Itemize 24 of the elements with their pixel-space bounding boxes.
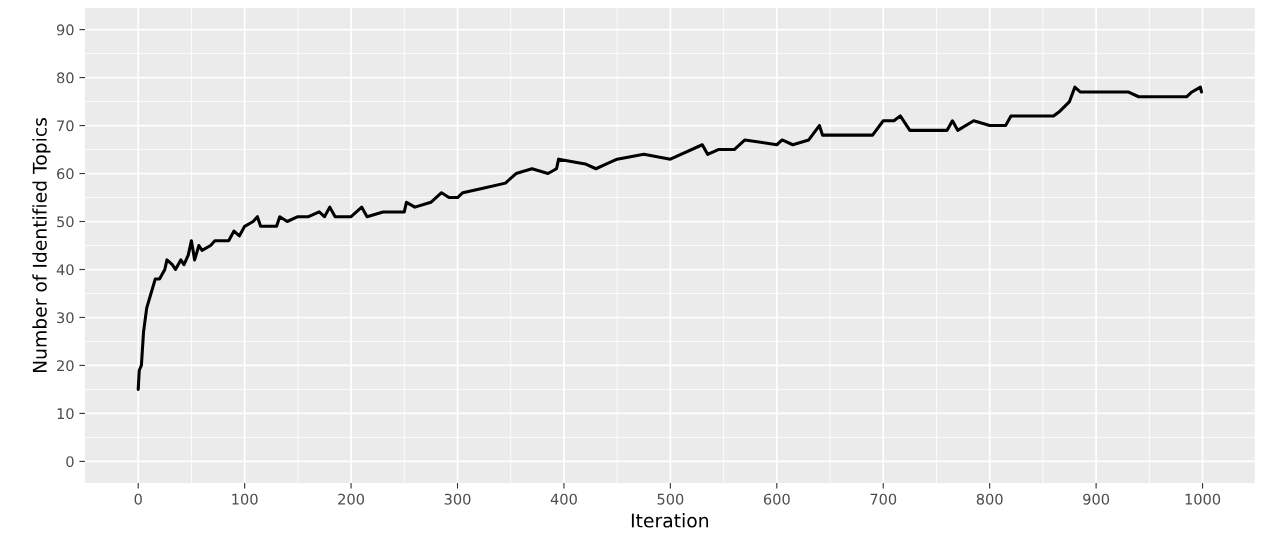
x-tick-label: 600	[763, 493, 790, 505]
line-series	[136, 85, 1204, 391]
x-axis-title: Iteration	[631, 513, 709, 528]
x-tick-label: 700	[870, 493, 897, 505]
y-tick-label: 10	[57, 408, 74, 420]
y-tick-label: 20	[57, 360, 74, 372]
y-tick-label: 50	[57, 216, 74, 228]
x-tick-label: 800	[976, 493, 1003, 505]
x-tick-label: 200	[338, 493, 365, 505]
y-axis-title: Number of Identified Topics	[32, 117, 51, 373]
x-tick-label: 300	[444, 493, 471, 505]
y-tick-label: 80	[57, 72, 74, 84]
x-tick-label: 400	[550, 493, 577, 505]
y-tick-label: 0	[66, 456, 74, 468]
x-tick-label: 500	[657, 493, 684, 505]
x-tick-label: 0	[134, 493, 142, 505]
y-tick-label: 60	[57, 168, 74, 180]
y-tick-label: 40	[56, 264, 74, 276]
y-tick-label: 70	[57, 120, 74, 132]
y-tick-label: 90	[56, 24, 74, 36]
y-tick-label: 30	[57, 312, 74, 324]
x-tick-label: 900	[1083, 493, 1110, 505]
x-tick-label: 1000	[1185, 493, 1221, 505]
x-tick-label: 100	[232, 493, 258, 505]
